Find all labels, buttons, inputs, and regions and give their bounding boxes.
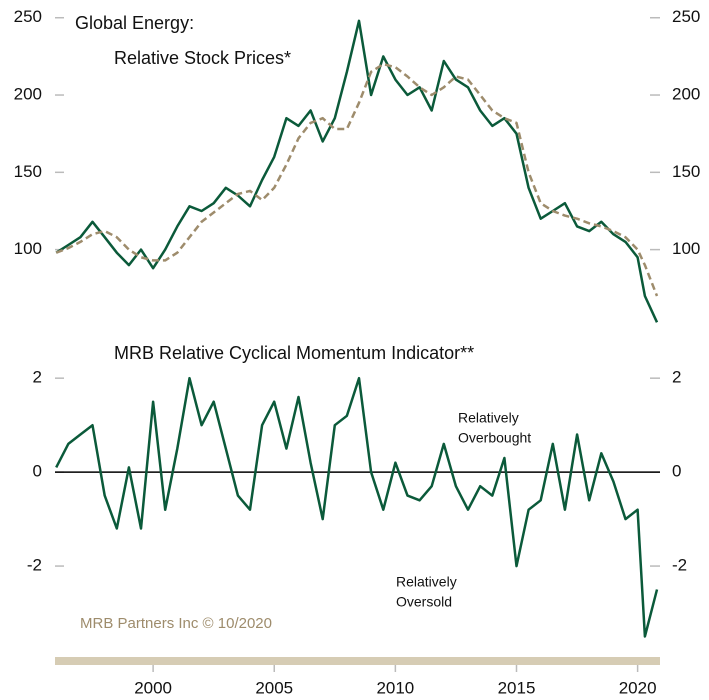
series-line <box>55 19 659 323</box>
x-axis-band <box>55 657 660 665</box>
y-tick-label-right: 150 <box>672 162 700 181</box>
x-tick-label: 2010 <box>376 678 414 697</box>
x-tick-label: 2000 <box>134 678 172 697</box>
y-tick-label-right: 2 <box>672 368 681 387</box>
y-tick-label: 0 <box>33 462 42 481</box>
y-tick-label: 250 <box>14 7 42 26</box>
annotation: Oversold <box>396 594 452 610</box>
chart-title: Global Energy: <box>75 13 194 33</box>
x-tick-label: 2020 <box>619 678 657 697</box>
annotation: Overbought <box>458 430 531 446</box>
y-tick-label-right: 0 <box>672 462 681 481</box>
x-tick-label: 2015 <box>498 678 536 697</box>
annotation: Relatively <box>458 410 519 426</box>
x-tick-label: 2005 <box>255 678 293 697</box>
y-tick-label: 2 <box>33 368 42 387</box>
series-line <box>55 376 659 638</box>
chart-title: MRB Relative Cyclical Momentum Indicator… <box>114 343 474 363</box>
y-tick-label-right: -2 <box>672 556 687 575</box>
chart-title: Relative Stock Prices* <box>114 48 291 68</box>
series-line <box>55 62 659 297</box>
y-tick-label: -2 <box>27 556 42 575</box>
y-tick-label-right: 100 <box>672 239 700 258</box>
y-tick-label-right: 250 <box>672 7 700 26</box>
copyright: MRB Partners Inc © 10/2020 <box>80 615 272 632</box>
y-tick-label: 150 <box>14 162 42 181</box>
annotation: Relatively <box>396 574 457 590</box>
y-tick-label: 100 <box>14 239 42 258</box>
y-tick-label: 200 <box>14 85 42 104</box>
y-tick-label-right: 200 <box>672 85 700 104</box>
